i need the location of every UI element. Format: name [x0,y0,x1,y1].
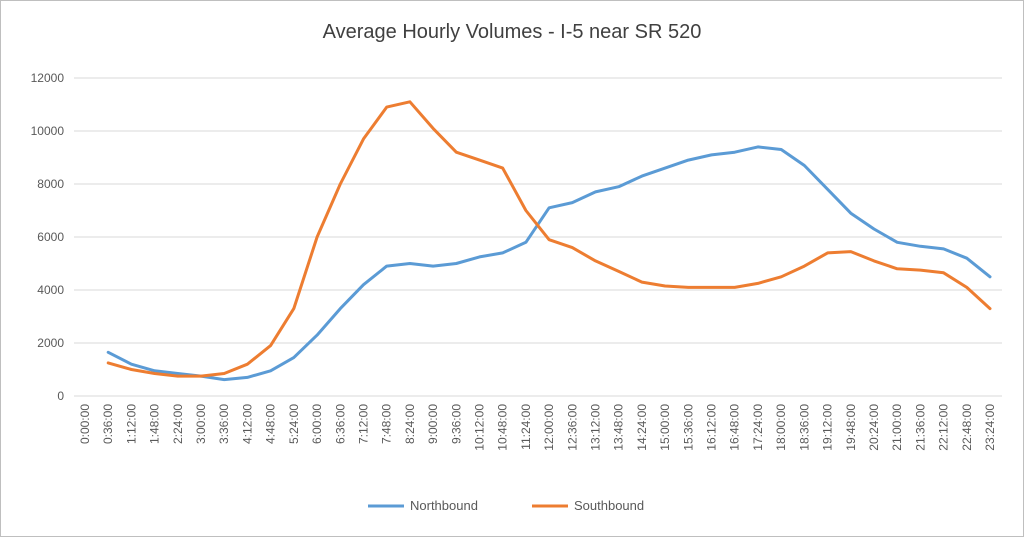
x-tick-label: 12:00:00 [542,404,556,451]
x-tick-label: 15:00:00 [658,404,672,451]
x-tick-label: 1:48:00 [148,404,162,444]
x-tick-label: 9:00:00 [426,404,440,444]
x-tick-label: 13:12:00 [589,404,603,451]
x-tick-label: 0:00:00 [78,404,92,444]
x-tick-label: 3:00:00 [194,404,208,444]
chart-title: Average Hourly Volumes - I-5 near SR 520 [323,21,702,43]
x-tick-label: 8:24:00 [403,404,417,444]
x-tick-label: 10:12:00 [472,404,486,451]
x-tick-label: 0:36:00 [101,404,115,444]
x-tick-label: 15:36:00 [681,404,695,451]
y-tick-label: 12000 [31,71,65,85]
x-tick-label: 7:12:00 [356,404,370,444]
series-line [106,145,992,382]
x-tick-label: 19:48:00 [844,404,858,451]
x-tick-label: 23:24:00 [983,404,997,451]
x-tick-label: 5:24:00 [287,404,301,444]
y-tick-label: 8000 [37,177,64,191]
series-line [106,100,992,378]
x-tick-label: 13:48:00 [612,404,626,451]
x-tick-label: 19:12:00 [821,404,835,451]
x-tick-label: 16:12:00 [705,404,719,451]
x-tick-label: 21:00:00 [890,404,904,451]
x-tick-label: 11:24:00 [519,404,533,450]
x-tick-label: 6:36:00 [333,404,347,444]
x-tick-label: 17:24:00 [751,404,765,451]
y-tick-label: 6000 [37,230,64,244]
x-tick-label: 1:12:00 [124,404,138,444]
legend-label: Northbound [410,498,478,513]
x-tick-label: 10:48:00 [496,404,510,451]
x-tick-label: 14:24:00 [635,404,649,451]
x-tick-label: 18:00:00 [774,404,788,451]
x-tick-label: 3:36:00 [217,404,231,444]
x-tick-label: 16:48:00 [728,404,742,451]
x-tick-label: 6:00:00 [310,404,324,444]
x-tick-label: 4:12:00 [240,404,254,444]
x-tick-label: 9:36:00 [449,404,463,444]
y-tick-label: 10000 [31,124,65,138]
x-tick-label: 21:36:00 [913,404,927,451]
x-tick-label: 7:48:00 [380,404,394,444]
x-tick-label: 2:24:00 [171,404,185,444]
y-tick-label: 2000 [37,336,64,350]
y-tick-label: 4000 [37,283,64,297]
x-tick-label: 22:12:00 [937,404,951,451]
x-tick-label: 20:24:00 [867,404,881,451]
x-tick-label: 4:48:00 [264,404,278,444]
x-tick-label: 12:36:00 [565,404,579,451]
x-tick-label: 18:36:00 [797,404,811,451]
legend-label: Southbound [574,498,644,513]
y-tick-label: 0 [57,389,64,403]
x-tick-label: 22:48:00 [960,404,974,451]
